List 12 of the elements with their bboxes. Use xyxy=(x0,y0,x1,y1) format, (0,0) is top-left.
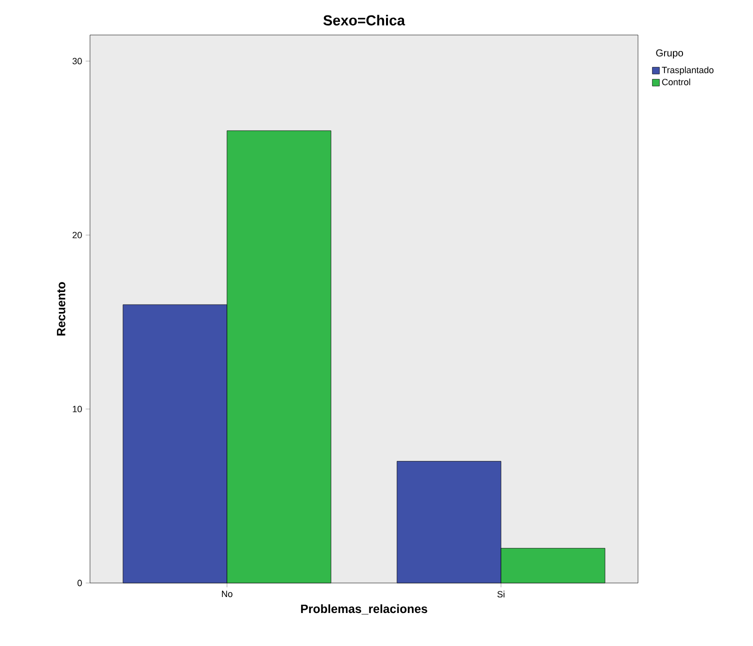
x-tick-label: Si xyxy=(497,590,504,598)
legend-label: Trasplantado xyxy=(662,66,714,75)
y-tick-label: 20 xyxy=(72,232,82,238)
legend-title: Grupo xyxy=(656,49,684,58)
x-tick-label: No xyxy=(222,590,232,598)
y-tick-label: 10 xyxy=(72,406,82,412)
chart-title: Sexo=Chica xyxy=(323,14,406,26)
x-axis-title: Problemas_relaciones xyxy=(301,604,428,614)
y-tick-label: 0 xyxy=(78,580,82,586)
legend-label: Control xyxy=(662,78,690,86)
y-tick-label: 30 xyxy=(72,58,82,64)
y-axis-title: Recuento xyxy=(56,282,66,336)
